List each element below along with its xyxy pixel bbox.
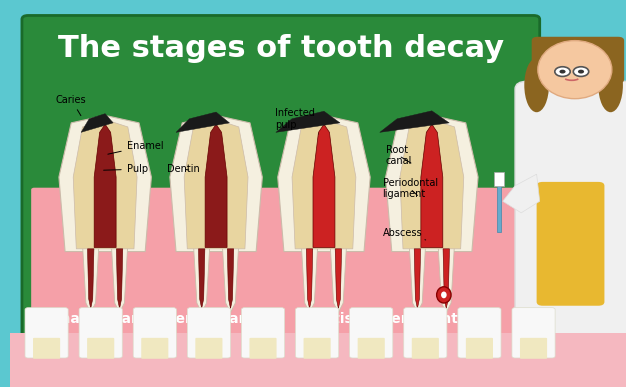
Polygon shape — [438, 248, 454, 313]
Text: Enamel caries: Enamel caries — [51, 312, 160, 326]
Ellipse shape — [555, 67, 570, 77]
FancyBboxPatch shape — [141, 338, 168, 359]
Text: Enamel: Enamel — [108, 141, 163, 154]
FancyBboxPatch shape — [187, 308, 230, 358]
Polygon shape — [335, 249, 342, 308]
Polygon shape — [414, 249, 421, 308]
Bar — [496, 186, 501, 232]
Text: Infected
pulp: Infected pulp — [275, 108, 319, 134]
Polygon shape — [116, 249, 123, 308]
Polygon shape — [302, 248, 317, 313]
FancyBboxPatch shape — [520, 338, 547, 359]
Polygon shape — [292, 120, 356, 249]
Ellipse shape — [437, 287, 451, 303]
FancyBboxPatch shape — [22, 15, 540, 344]
Ellipse shape — [598, 58, 623, 112]
Polygon shape — [111, 248, 128, 313]
FancyBboxPatch shape — [242, 308, 285, 358]
Polygon shape — [88, 249, 94, 308]
Polygon shape — [313, 124, 335, 248]
FancyBboxPatch shape — [304, 338, 331, 359]
Polygon shape — [306, 249, 313, 308]
Text: Periodontal
ligament: Periodontal ligament — [382, 178, 438, 199]
Polygon shape — [278, 116, 370, 252]
Polygon shape — [386, 116, 478, 252]
Text: Pulpitis: Pulpitis — [295, 312, 353, 326]
Text: Root
canal: Root canal — [386, 145, 412, 166]
Ellipse shape — [441, 291, 447, 298]
FancyBboxPatch shape — [31, 188, 530, 339]
Polygon shape — [83, 248, 99, 313]
Text: The stages of tooth decay: The stages of tooth decay — [58, 34, 504, 63]
FancyBboxPatch shape — [458, 308, 501, 358]
Polygon shape — [184, 120, 248, 249]
FancyBboxPatch shape — [195, 338, 222, 359]
Text: Abscess: Abscess — [382, 228, 426, 240]
FancyBboxPatch shape — [466, 338, 493, 359]
Polygon shape — [331, 248, 346, 313]
Ellipse shape — [538, 41, 612, 99]
Bar — [9, 333, 626, 387]
Polygon shape — [81, 114, 113, 132]
Polygon shape — [176, 112, 230, 132]
Polygon shape — [222, 248, 239, 313]
Ellipse shape — [578, 70, 584, 74]
FancyBboxPatch shape — [536, 182, 605, 306]
Ellipse shape — [573, 67, 588, 77]
FancyBboxPatch shape — [412, 338, 439, 359]
Polygon shape — [276, 111, 340, 132]
FancyBboxPatch shape — [512, 308, 555, 358]
Polygon shape — [170, 116, 262, 252]
Polygon shape — [227, 249, 233, 308]
Polygon shape — [400, 120, 464, 249]
Ellipse shape — [560, 70, 566, 74]
FancyBboxPatch shape — [79, 308, 122, 358]
Polygon shape — [421, 124, 443, 248]
FancyBboxPatch shape — [515, 81, 626, 375]
Text: Periodontitis: Periodontitis — [381, 312, 482, 326]
Text: Dentin: Dentin — [167, 164, 200, 174]
FancyBboxPatch shape — [33, 338, 60, 359]
FancyBboxPatch shape — [249, 338, 277, 359]
Text: Pulp: Pulp — [103, 164, 148, 174]
Polygon shape — [380, 111, 449, 132]
FancyBboxPatch shape — [295, 308, 339, 358]
FancyBboxPatch shape — [133, 308, 177, 358]
Polygon shape — [443, 249, 449, 308]
Polygon shape — [205, 124, 227, 248]
FancyBboxPatch shape — [531, 37, 624, 83]
FancyBboxPatch shape — [357, 338, 385, 359]
FancyBboxPatch shape — [404, 308, 447, 358]
Polygon shape — [59, 116, 151, 252]
Polygon shape — [73, 120, 137, 249]
Polygon shape — [94, 124, 116, 248]
Polygon shape — [193, 248, 210, 313]
FancyBboxPatch shape — [25, 308, 68, 358]
Polygon shape — [409, 248, 426, 313]
Bar — [494, 172, 504, 186]
FancyBboxPatch shape — [350, 308, 393, 358]
Text: Caries: Caries — [56, 94, 86, 116]
Text: Dentin caries: Dentin caries — [164, 312, 268, 326]
FancyBboxPatch shape — [87, 338, 115, 359]
Polygon shape — [503, 174, 540, 213]
Ellipse shape — [525, 58, 549, 112]
Polygon shape — [198, 249, 205, 308]
